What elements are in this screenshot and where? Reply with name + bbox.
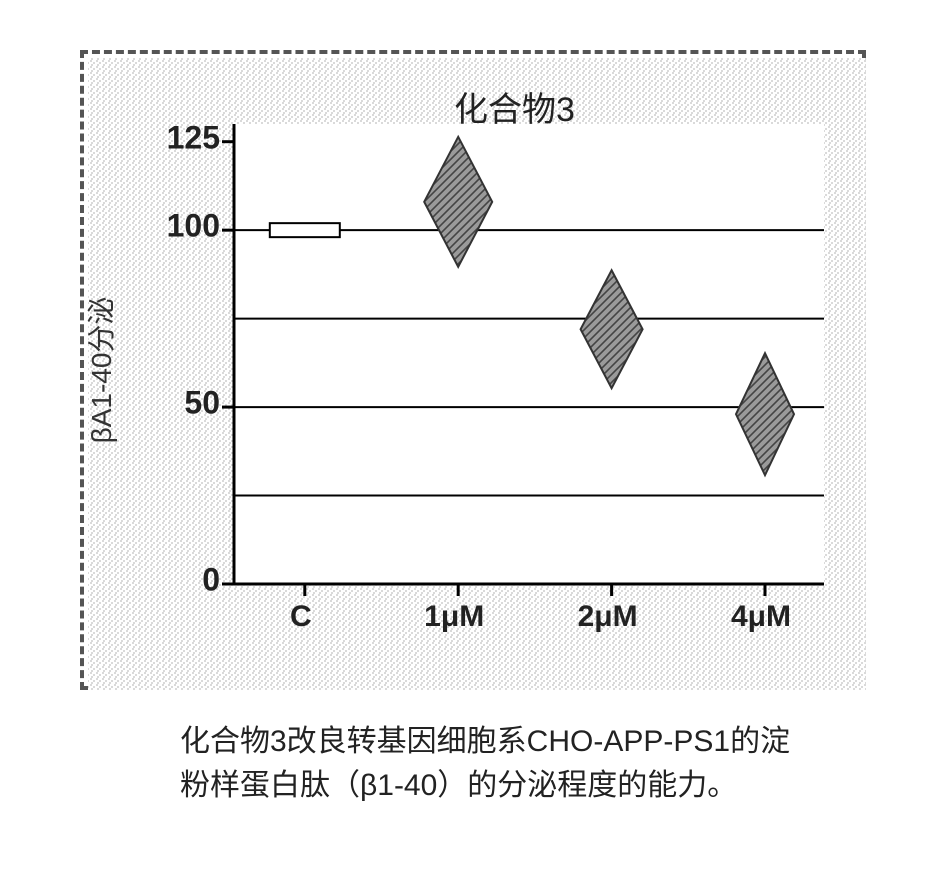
y-tick-0: 0 <box>90 562 220 599</box>
x-tick-1: 1μM <box>424 600 484 634</box>
x-tick-3: 4μM <box>731 600 791 634</box>
figure-caption: 化合物3改良转基因细胞系CHO-APP-PS1的淀 粉样蛋白肽（β1-40）的分… <box>180 720 800 807</box>
y-tick-100: 100 <box>90 208 220 245</box>
caption-line-2: 粉样蛋白肽（β1-40）的分泌程度的能力。 <box>180 764 800 808</box>
chart-title: 化合物3 <box>454 82 575 131</box>
y-tick-125: 125 <box>90 119 220 156</box>
x-tick-0: C <box>290 600 312 634</box>
caption-line-1: 化合物3改良转基因细胞系CHO-APP-PS1的淀 <box>180 720 800 764</box>
marker-control <box>270 223 340 237</box>
y-tick-50: 50 <box>90 385 220 422</box>
x-tick-2: 2μM <box>578 600 638 634</box>
figure-container: 化合物3 βA1-40分泌 050100125 C1μM2μM4μM <box>80 50 866 690</box>
y-tick-labels: 0 50 100 125 <box>80 50 220 690</box>
